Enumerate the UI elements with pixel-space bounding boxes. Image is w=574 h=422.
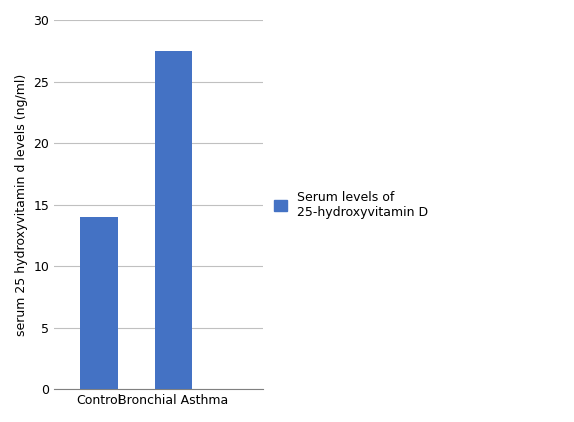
Bar [80, 217, 118, 389]
Legend: Serum levels of
25-hydroxyvitamin D: Serum levels of 25-hydroxyvitamin D [269, 186, 433, 224]
Bar [155, 51, 192, 389]
Y-axis label: serum 25 hydroxyvitamin d levels (ng/ml): serum 25 hydroxyvitamin d levels (ng/ml) [15, 73, 28, 335]
